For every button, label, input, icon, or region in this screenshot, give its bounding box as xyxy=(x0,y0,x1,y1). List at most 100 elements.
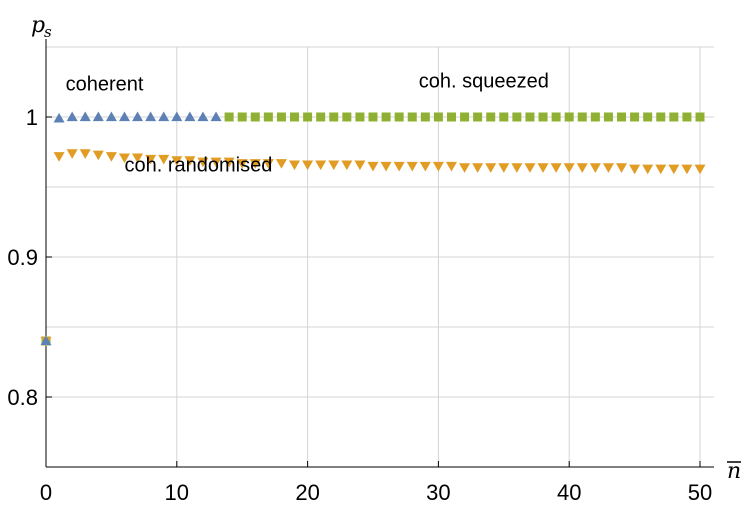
x-tick-label: 10 xyxy=(165,480,189,505)
marker-triangle-up xyxy=(40,335,52,346)
marker-triangle-down xyxy=(249,159,261,169)
y-tick-label: 0.8 xyxy=(7,385,38,410)
series-coh-squeezed xyxy=(41,112,705,346)
marker-square xyxy=(329,112,339,122)
marker-square xyxy=(368,112,378,122)
marker-triangle-down xyxy=(53,152,65,162)
marker-triangle-down xyxy=(223,157,235,168)
marker-triangle-down xyxy=(289,160,301,171)
marker-triangle-down xyxy=(210,157,222,168)
marker-triangle-down xyxy=(158,154,170,165)
marker-triangle-down xyxy=(66,149,78,159)
marker-triangle-down xyxy=(262,159,274,169)
x-axis-title: n xyxy=(727,459,741,484)
marker-triangle-down xyxy=(406,161,418,172)
tick-labels: 0 10 20 30 40 50 0.8 0.9 1 xyxy=(7,105,712,505)
marker-triangle-down xyxy=(642,164,654,175)
marker-square xyxy=(276,112,286,122)
marker-triangle-up xyxy=(197,111,209,122)
marker-triangle-down xyxy=(576,163,588,173)
marker-square xyxy=(446,112,456,122)
marker-square xyxy=(381,112,391,122)
axes xyxy=(45,39,714,468)
marker-triangle-down xyxy=(681,164,693,175)
marker-triangle-up xyxy=(158,111,170,122)
marker-triangle-up xyxy=(184,111,196,122)
marker-triangle-down xyxy=(92,150,104,161)
marker-square xyxy=(643,112,653,122)
marker-triangle-down xyxy=(145,154,157,165)
marker-triangle-up xyxy=(132,111,144,122)
marker-square xyxy=(486,112,496,122)
marker-triangle-down xyxy=(459,163,471,173)
marker-triangle-down xyxy=(132,153,144,164)
marker-square xyxy=(473,112,483,122)
marker-triangle-down xyxy=(328,160,340,171)
marker-triangle-down xyxy=(655,164,667,175)
series-coherent xyxy=(40,111,222,346)
marker-triangle-down xyxy=(668,164,680,175)
marker-triangle-up xyxy=(66,111,78,122)
marker-triangle-down xyxy=(563,163,575,173)
tick-marks xyxy=(45,116,701,467)
marker-triangle-up xyxy=(105,111,117,122)
marker-square xyxy=(250,112,260,122)
x-tick-label: 0 xyxy=(40,480,52,505)
marker-square xyxy=(237,112,247,122)
marker-triangle-down xyxy=(393,161,405,172)
marker-square xyxy=(420,112,430,122)
x-tick-label: 30 xyxy=(426,480,450,505)
marker-triangle-down xyxy=(419,161,431,172)
marker-triangle-down xyxy=(171,156,183,166)
marker-triangle-down xyxy=(354,160,366,171)
marker-square xyxy=(512,112,522,122)
y-axis-title: p s xyxy=(31,13,52,41)
marker-square xyxy=(316,112,326,122)
marker-triangle-up xyxy=(210,111,222,122)
marker-triangle-down xyxy=(197,157,209,168)
marker-triangle-down xyxy=(380,161,392,172)
marker-square xyxy=(695,112,705,122)
series-coh-randomised xyxy=(40,149,706,347)
marker-square xyxy=(590,112,600,122)
marker-square xyxy=(551,112,561,122)
marker-square xyxy=(525,112,535,122)
x-tick-label: 40 xyxy=(557,480,581,505)
marker-square xyxy=(460,112,470,122)
marker-triangle-down xyxy=(485,163,497,173)
marker-triangle-down xyxy=(118,153,130,164)
grid-lines xyxy=(46,46,714,467)
marker-square xyxy=(656,112,666,122)
marker-triangle-down xyxy=(589,163,601,173)
annotation-label: coh. squeezed xyxy=(419,71,549,93)
marker-triangle-down xyxy=(432,161,444,172)
annotations: coherent coh. squeezed coh. randomised xyxy=(66,71,549,177)
marker-square xyxy=(630,112,640,122)
annotation-label: coherent xyxy=(66,73,144,95)
marker-square xyxy=(224,112,234,122)
marker-triangle-down xyxy=(602,163,614,173)
marker-square xyxy=(433,112,443,122)
marker-square xyxy=(394,112,404,122)
marker-triangle-down xyxy=(498,163,510,173)
marker-triangle-down xyxy=(550,163,562,173)
marker-square xyxy=(669,112,679,122)
y-axis-label-subscript: s xyxy=(44,23,52,41)
marker-square xyxy=(577,112,587,122)
y-tick-label: 1 xyxy=(26,105,38,130)
marker-triangle-down xyxy=(537,163,549,173)
y-axis-label: p xyxy=(31,13,45,38)
marker-square xyxy=(682,112,692,122)
marker-triangle-down xyxy=(341,160,353,171)
marker-square xyxy=(407,112,417,122)
marker-triangle-down xyxy=(524,163,536,173)
marker-triangle-down xyxy=(694,164,706,175)
marker-triangle-up xyxy=(171,111,183,122)
marker-triangle-down xyxy=(445,161,457,172)
marker-triangle-up xyxy=(145,111,157,122)
marker-triangle-down xyxy=(472,163,484,173)
marker-triangle-down xyxy=(629,164,641,175)
marker-square xyxy=(355,112,365,122)
marker-square xyxy=(564,112,574,122)
marker-triangle-down xyxy=(236,159,248,169)
